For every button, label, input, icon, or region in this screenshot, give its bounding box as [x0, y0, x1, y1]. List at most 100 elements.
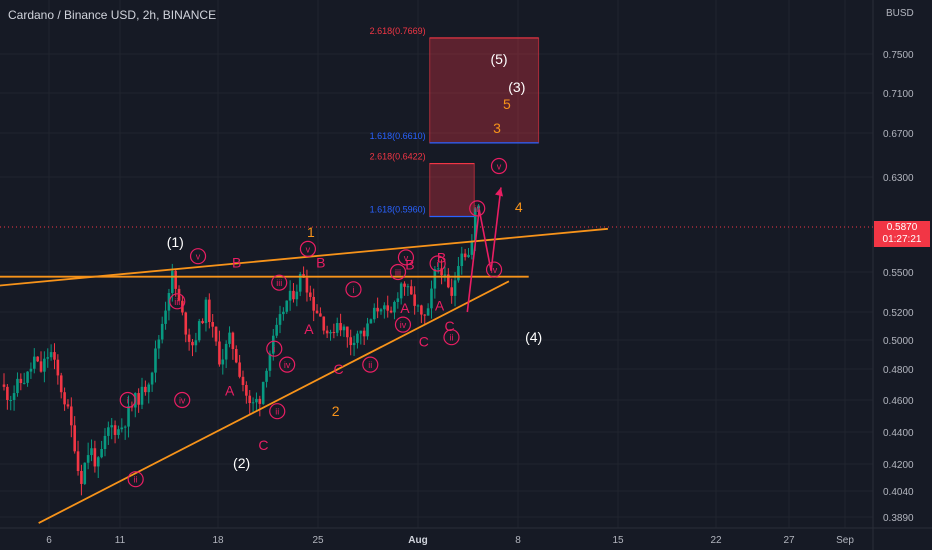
candle-body — [120, 427, 124, 430]
wave-label-circle — [490, 157, 508, 175]
candle-body — [49, 352, 53, 358]
x-tick-label: 11 — [115, 535, 126, 546]
candle-body — [221, 359, 225, 365]
wave-label: C — [258, 437, 268, 453]
candle-body — [6, 386, 9, 401]
candle-body — [467, 254, 470, 258]
candle-body — [278, 314, 282, 325]
candle-body — [386, 305, 390, 311]
wave-label: i — [352, 285, 354, 295]
y-tick-label: 0.4040 — [883, 487, 914, 498]
candle-body — [470, 241, 474, 255]
bar-countdown: 01:27:21 — [882, 234, 922, 245]
wave-label-circle — [469, 200, 486, 217]
candle-body — [154, 348, 157, 373]
wave-label: v — [196, 252, 201, 262]
x-tick-label: 6 — [46, 535, 52, 546]
wave-label: iii — [174, 297, 180, 307]
candle-body — [83, 462, 87, 484]
candle-body — [463, 253, 467, 258]
candle-body — [211, 322, 214, 327]
candle-body — [39, 361, 43, 372]
y-tick-label: 0.4400 — [883, 428, 914, 439]
wave-label: i — [437, 259, 439, 269]
candle-body — [409, 286, 413, 295]
wave-label: ii — [368, 360, 372, 370]
candle-body — [477, 205, 480, 209]
wave-label: A — [225, 383, 235, 399]
wave-label-circle — [389, 263, 407, 281]
y-tick-label: 0.6700 — [883, 129, 914, 140]
candle-body — [393, 301, 396, 313]
candle-body — [12, 393, 16, 400]
y-tick-label: 0.3890 — [883, 513, 914, 524]
candle-body — [117, 429, 120, 435]
candle-body — [436, 268, 440, 270]
wave-label-circle — [394, 316, 412, 333]
candle-body — [150, 372, 154, 385]
wave-label: ii — [449, 333, 453, 343]
candle-body — [366, 323, 369, 337]
candle-body — [473, 208, 477, 242]
y-tick-label: 0.7500 — [883, 50, 914, 61]
wave-label: C — [444, 318, 454, 334]
candle-body — [184, 312, 188, 335]
candle-body — [413, 294, 416, 306]
candle-body — [356, 333, 359, 343]
y-tick-label: 0.4600 — [883, 396, 914, 407]
wave-label: iii — [395, 268, 401, 278]
candle-body — [76, 451, 80, 472]
candle-body — [80, 471, 83, 484]
candle-body — [379, 309, 383, 312]
wave-label: B — [316, 254, 325, 270]
candle-body — [228, 332, 231, 344]
candle-body — [248, 395, 252, 404]
candle-body — [433, 269, 437, 289]
wave-label: (1) — [167, 234, 184, 250]
wave-label: A — [304, 321, 314, 337]
candle-body — [167, 292, 171, 311]
candle-body — [457, 266, 460, 281]
candle-body — [66, 404, 70, 407]
candle-body — [288, 290, 292, 301]
axis-unit-label: BUSD — [886, 8, 914, 19]
wave-label: 3 — [493, 120, 501, 136]
candle-body — [396, 298, 400, 302]
wave-label: iv — [179, 396, 186, 406]
candle-body — [53, 352, 56, 360]
trendline — [0, 227, 608, 287]
fib-level-label: 2.618(0.6422) — [370, 152, 426, 162]
candle-body — [96, 457, 100, 467]
wave-label-circle — [397, 249, 415, 266]
candle-body — [224, 343, 228, 360]
wave-label: (4) — [525, 329, 542, 345]
candle-body — [453, 280, 457, 296]
candle-body — [123, 426, 127, 428]
candle-body — [420, 305, 423, 315]
wave-label-circle — [429, 255, 446, 272]
wave-label-circle — [119, 391, 136, 409]
x-tick-label: Sep — [836, 535, 854, 546]
wave-label-circle — [299, 240, 317, 257]
candle-body — [372, 307, 376, 320]
x-tick-label: 27 — [783, 535, 795, 546]
candle-body — [231, 332, 235, 350]
wave-label: iv — [400, 320, 407, 330]
candle-body — [362, 330, 366, 337]
candle-body — [214, 326, 218, 342]
wave-label: iv — [284, 360, 291, 370]
wave-label: C — [419, 333, 429, 349]
candle-body — [268, 353, 272, 371]
x-tick-label: Aug — [408, 535, 427, 546]
fib-level-label: 1.618(0.6610) — [370, 131, 426, 141]
candle-body — [174, 270, 177, 289]
candle-body — [194, 340, 198, 346]
candle-body — [261, 381, 265, 404]
candle-body — [218, 341, 221, 365]
wave-label: B — [405, 257, 414, 273]
x-tick-label: 22 — [710, 535, 722, 546]
y-tick-label: 0.4800 — [883, 365, 914, 376]
candle-body — [204, 299, 208, 324]
candle-body — [157, 339, 161, 349]
